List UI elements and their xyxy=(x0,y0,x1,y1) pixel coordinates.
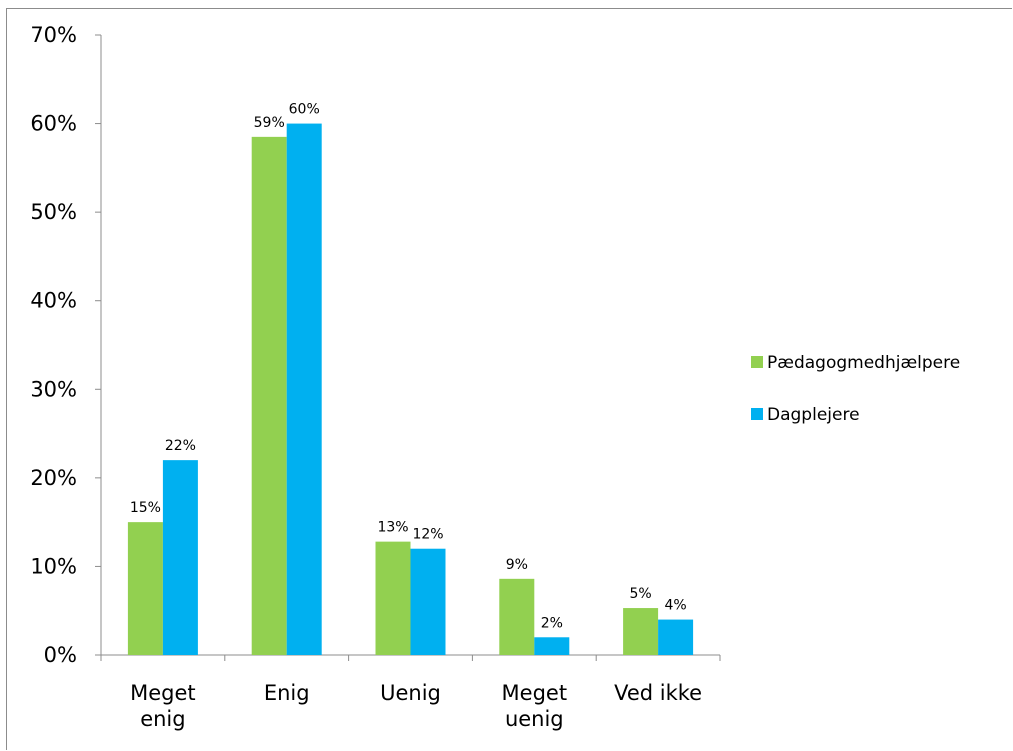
bar xyxy=(499,578,535,655)
x-category-label: Meget xyxy=(130,681,196,705)
data-label: 9% xyxy=(506,557,528,573)
data-label: 4% xyxy=(664,598,686,614)
x-category-label: uenig xyxy=(505,707,564,731)
x-category-label: Meget xyxy=(502,681,568,705)
data-label: 5% xyxy=(629,586,651,602)
y-tick-label: 50% xyxy=(30,200,77,224)
data-label: 22% xyxy=(165,438,196,454)
bar xyxy=(251,136,287,655)
data-label: 13% xyxy=(377,520,408,536)
data-label: 15% xyxy=(130,500,161,516)
x-category-label: Ved ikke xyxy=(614,681,702,705)
bar xyxy=(127,522,163,655)
data-label: 2% xyxy=(541,615,563,631)
bar xyxy=(375,541,411,655)
x-category-label: enig xyxy=(140,707,185,731)
legend-label: Dagplejere xyxy=(767,405,860,425)
legend-swatch xyxy=(751,408,763,420)
legend-swatch xyxy=(751,356,763,368)
bar xyxy=(623,608,659,655)
data-label: 59% xyxy=(254,115,285,131)
bar xyxy=(658,619,694,655)
data-label: 12% xyxy=(412,527,443,543)
y-tick-label: 30% xyxy=(30,377,77,401)
y-tick-label: 10% xyxy=(30,554,77,578)
y-tick-label: 0% xyxy=(44,643,77,667)
bar xyxy=(286,123,322,656)
y-tick-label: 70% xyxy=(30,23,77,47)
x-category-label: Enig xyxy=(264,681,310,705)
data-label: 60% xyxy=(289,102,320,118)
x-category-label: Uenig xyxy=(380,681,441,705)
y-tick-label: 20% xyxy=(30,466,77,490)
legend-label: Pædagogmedhjælpere xyxy=(767,353,960,373)
y-tick-label: 40% xyxy=(30,289,77,313)
bar xyxy=(162,460,198,655)
y-tick-label: 60% xyxy=(30,112,77,136)
bar xyxy=(534,637,570,655)
bar xyxy=(410,548,446,655)
